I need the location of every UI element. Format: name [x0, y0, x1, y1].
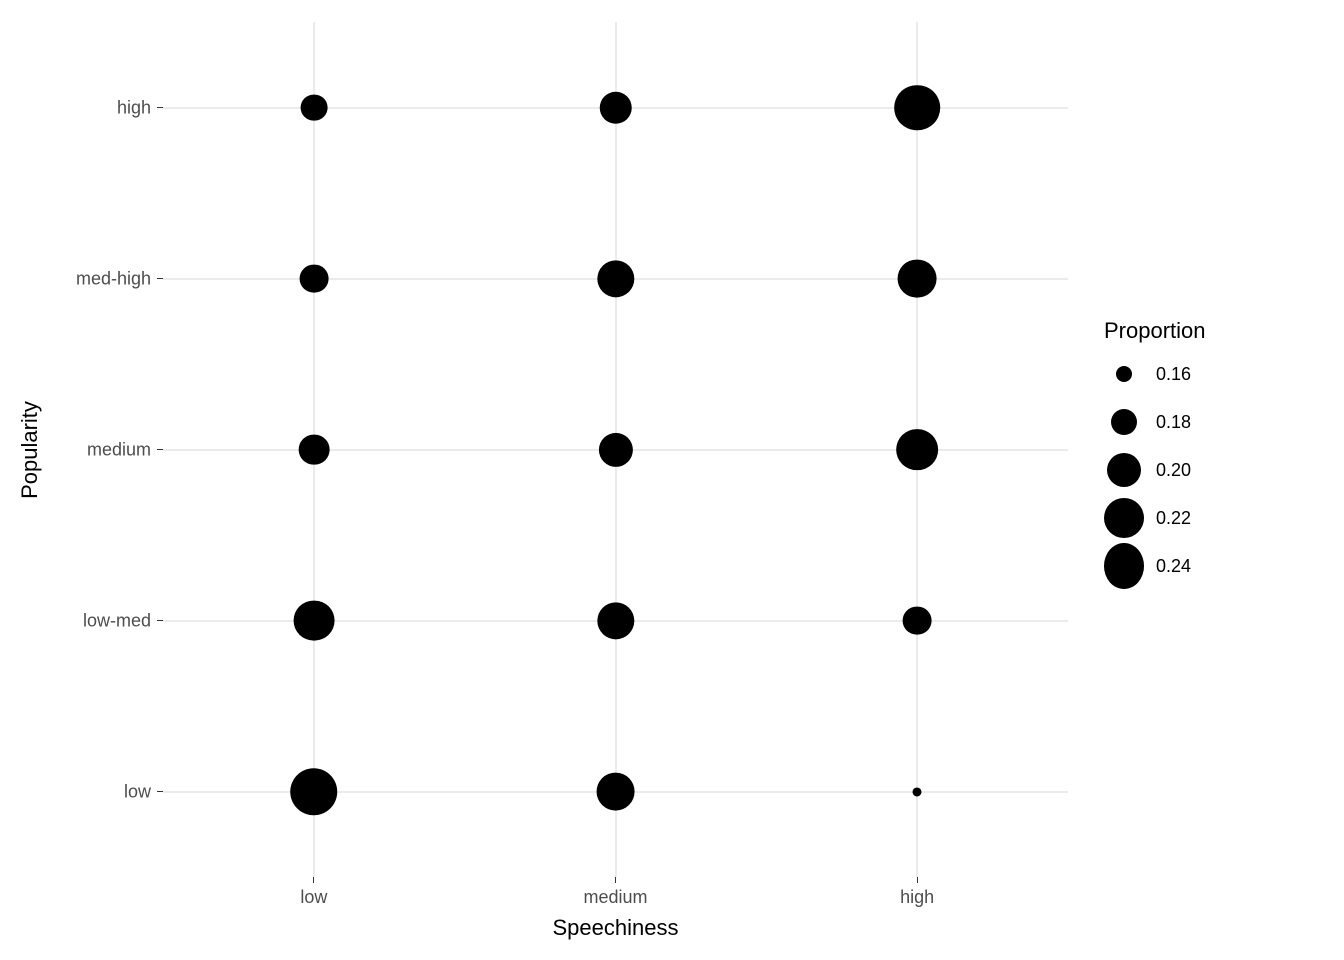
legend-title: Proportion — [1104, 318, 1206, 344]
y-tick-mark — [157, 449, 163, 450]
x-tick-mark — [917, 877, 918, 883]
legend-item: 0.20 — [1104, 450, 1206, 490]
legend-dot — [1107, 453, 1141, 487]
y-tick-mark — [157, 278, 163, 279]
y-tick-label: medium — [87, 439, 151, 460]
legend-label: 0.20 — [1156, 460, 1191, 481]
legend-items: 0.16 0.18 0.20 0.22 0.24 — [1104, 354, 1206, 586]
y-tick-label: low — [124, 781, 151, 802]
legend-dot — [1104, 498, 1144, 538]
data-point — [290, 768, 338, 816]
legend-item: 0.18 — [1104, 402, 1206, 442]
legend-dot — [1104, 543, 1144, 589]
data-point — [903, 606, 932, 635]
legend-swatch — [1104, 402, 1144, 442]
legend-swatch — [1104, 498, 1144, 538]
data-point — [896, 429, 938, 471]
data-point — [293, 600, 334, 641]
y-tick-label: med-high — [76, 268, 151, 289]
chart-figure: Popularity Speechiness Proportion 0.160.… — [0, 0, 1344, 960]
data-point — [300, 94, 327, 121]
legend-label: 0.24 — [1156, 556, 1191, 577]
x-axis-title: Speechiness — [553, 915, 679, 941]
data-point — [913, 787, 922, 796]
legend-label: 0.16 — [1156, 364, 1191, 385]
y-tick-mark — [157, 620, 163, 621]
x-tick-mark — [313, 877, 314, 883]
y-axis-title: Popularity — [17, 401, 43, 499]
legend-dot — [1111, 409, 1138, 436]
legend-label: 0.22 — [1156, 508, 1191, 529]
data-point — [596, 772, 635, 811]
data-point — [599, 91, 632, 124]
data-point — [299, 264, 328, 293]
legend-dot — [1116, 366, 1132, 382]
size-legend: Proportion 0.16 0.18 0.20 0.22 0.24 — [1104, 318, 1206, 594]
data-point — [898, 259, 937, 298]
legend-item: 0.24 — [1104, 546, 1206, 586]
x-tick-label: low — [300, 887, 327, 908]
x-tick-label: medium — [583, 887, 647, 908]
y-tick-label: low-med — [83, 610, 151, 631]
legend-item: 0.22 — [1104, 498, 1206, 538]
legend-label: 0.18 — [1156, 412, 1191, 433]
legend-item: 0.16 — [1104, 354, 1206, 394]
y-tick-mark — [157, 791, 163, 792]
y-tick-label: high — [117, 97, 151, 118]
x-tick-label: high — [900, 887, 934, 908]
data-point — [299, 434, 330, 465]
legend-swatch — [1104, 354, 1144, 394]
y-tick-mark — [157, 107, 163, 108]
legend-swatch — [1104, 546, 1144, 586]
legend-swatch — [1104, 450, 1144, 490]
x-tick-mark — [615, 877, 616, 883]
data-point — [894, 85, 940, 131]
